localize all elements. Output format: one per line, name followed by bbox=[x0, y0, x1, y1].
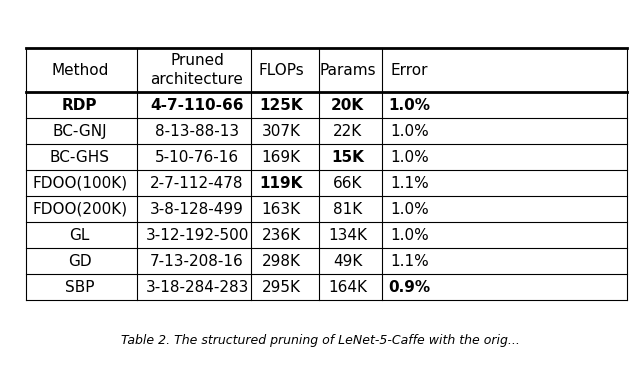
Text: 298K: 298K bbox=[262, 254, 301, 269]
Text: 1.0%: 1.0% bbox=[390, 202, 429, 217]
Text: 2-7-112-478: 2-7-112-478 bbox=[150, 176, 244, 191]
Text: 236K: 236K bbox=[262, 228, 301, 243]
Text: 20K: 20K bbox=[331, 98, 364, 113]
Text: 0.9%: 0.9% bbox=[388, 280, 431, 295]
Text: FDOO(200K): FDOO(200K) bbox=[32, 202, 127, 217]
Text: 164K: 164K bbox=[328, 280, 367, 295]
Text: 134K: 134K bbox=[328, 228, 367, 243]
Text: Params: Params bbox=[319, 63, 376, 78]
Text: Error: Error bbox=[390, 63, 428, 78]
Text: 3-18-284-283: 3-18-284-283 bbox=[145, 280, 249, 295]
Text: 3-12-192-500: 3-12-192-500 bbox=[145, 228, 249, 243]
Text: GL: GL bbox=[70, 228, 90, 243]
Text: 49K: 49K bbox=[333, 254, 362, 269]
Text: 1.0%: 1.0% bbox=[390, 228, 429, 243]
Text: 169K: 169K bbox=[262, 150, 301, 165]
Text: BC-GNJ: BC-GNJ bbox=[52, 124, 107, 139]
Text: 8-13-88-13: 8-13-88-13 bbox=[155, 124, 239, 139]
Text: BC-GHS: BC-GHS bbox=[50, 150, 109, 165]
Text: RDP: RDP bbox=[62, 98, 97, 113]
Text: 81K: 81K bbox=[333, 202, 362, 217]
Text: GD: GD bbox=[68, 254, 92, 269]
Text: 3-8-128-499: 3-8-128-499 bbox=[150, 202, 244, 217]
Text: FDOO(100K): FDOO(100K) bbox=[32, 176, 127, 191]
Text: Table 2. The structured pruning of LeNet-5-Caffe with the orig...: Table 2. The structured pruning of LeNet… bbox=[120, 334, 520, 347]
Text: 125K: 125K bbox=[259, 98, 303, 113]
Text: 1.0%: 1.0% bbox=[390, 150, 429, 165]
Text: 1.0%: 1.0% bbox=[390, 124, 429, 139]
Text: 5-10-76-16: 5-10-76-16 bbox=[155, 150, 239, 165]
Text: 1.1%: 1.1% bbox=[390, 176, 429, 191]
Text: 295K: 295K bbox=[262, 280, 301, 295]
Text: 22K: 22K bbox=[333, 124, 362, 139]
Text: 307K: 307K bbox=[262, 124, 301, 139]
Text: 119K: 119K bbox=[260, 176, 303, 191]
Text: 15K: 15K bbox=[331, 150, 364, 165]
Text: 4-7-110-66: 4-7-110-66 bbox=[150, 98, 244, 113]
Text: Pruned
architecture: Pruned architecture bbox=[150, 53, 243, 87]
Text: FLOPs: FLOPs bbox=[259, 63, 304, 78]
Text: 7-13-208-16: 7-13-208-16 bbox=[150, 254, 244, 269]
Text: 1.0%: 1.0% bbox=[388, 98, 431, 113]
Text: 1.1%: 1.1% bbox=[390, 254, 429, 269]
Text: Method: Method bbox=[51, 63, 108, 78]
Text: SBP: SBP bbox=[65, 280, 95, 295]
Text: 163K: 163K bbox=[262, 202, 301, 217]
Text: 66K: 66K bbox=[333, 176, 362, 191]
